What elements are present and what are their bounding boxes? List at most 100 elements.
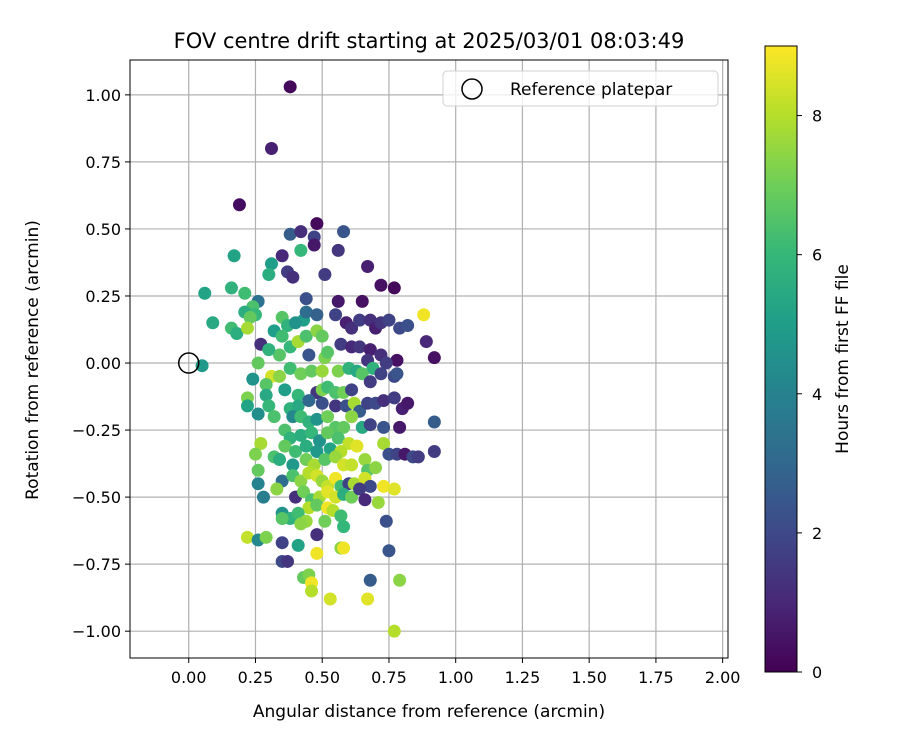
- data-point: [251, 477, 265, 491]
- data-point: [251, 463, 265, 477]
- y-axis-label: Rotation from reference (arcmin): [23, 220, 43, 500]
- colorbar-label: Hours from first FF file: [833, 264, 853, 454]
- data-point: [411, 450, 425, 464]
- data-point: [427, 415, 441, 429]
- data-point: [363, 573, 377, 587]
- data-point: [345, 410, 359, 424]
- data-point: [254, 436, 268, 450]
- x-tick-label: 0.50: [304, 668, 340, 687]
- data-point: [267, 410, 281, 424]
- data-point: [297, 485, 311, 499]
- data-point: [299, 329, 313, 343]
- data-point: [283, 227, 297, 241]
- x-axis-ticks: 0.00 0.25 0.50 0.75 1.00 1.25 1.50 1.75 2.00: [171, 658, 741, 687]
- data-point: [299, 292, 313, 306]
- data-point: [361, 259, 375, 273]
- data-point: [382, 313, 396, 327]
- data-point: [273, 369, 286, 383]
- data-point: [291, 388, 305, 402]
- data-point: [256, 490, 270, 504]
- y-tick-label: 1.00: [85, 86, 121, 105]
- data-point: [374, 278, 388, 292]
- data-point: [315, 329, 329, 343]
- data-point: [419, 335, 433, 349]
- data-point: [264, 141, 278, 155]
- data-point: [318, 268, 332, 282]
- data-point: [350, 439, 364, 453]
- data-point: [377, 394, 391, 408]
- y-tick-label: −0.25: [72, 421, 121, 440]
- data-point: [251, 356, 265, 370]
- data-point: [262, 399, 276, 413]
- y-tick-label: −0.75: [72, 555, 121, 574]
- data-point: [329, 450, 343, 464]
- x-axis-label: Angular distance from reference (arcmin): [253, 702, 605, 722]
- data-point: [224, 281, 238, 295]
- data-point: [315, 364, 329, 378]
- data-point: [337, 420, 351, 434]
- data-point: [387, 624, 401, 638]
- data-point: [321, 410, 335, 424]
- data-point: [305, 364, 319, 378]
- colorbar-tick-label: 0: [812, 663, 822, 682]
- data-point: [275, 512, 289, 526]
- data-point: [243, 310, 257, 324]
- data-point: [195, 359, 209, 373]
- data-point: [379, 356, 393, 370]
- data-point: [345, 490, 359, 504]
- y-tick-label: −1.00: [72, 622, 121, 641]
- data-point: [238, 286, 252, 300]
- data-point: [270, 482, 284, 496]
- x-tick-label: 1.50: [571, 668, 607, 687]
- legend: Reference platepar: [442, 70, 719, 107]
- colorbar-tick-label: 8: [812, 107, 822, 126]
- data-point: [264, 257, 278, 271]
- data-point: [337, 225, 351, 239]
- y-tick-label: 0.75: [85, 153, 121, 172]
- data-point: [387, 391, 401, 405]
- data-point: [331, 431, 345, 445]
- data-point: [248, 447, 262, 461]
- data-point: [374, 367, 388, 381]
- data-point: [273, 348, 286, 362]
- data-point: [390, 367, 404, 381]
- data-point: [369, 461, 383, 475]
- data-point: [427, 351, 441, 365]
- data-point: [318, 453, 332, 467]
- data-point: [310, 528, 324, 542]
- data-point: [198, 286, 212, 300]
- colorbar-tick-label: 4: [812, 385, 822, 404]
- data-point: [294, 225, 308, 239]
- y-tick-label: 0.25: [85, 287, 121, 306]
- data-point: [289, 316, 303, 330]
- scatter-points: [195, 80, 441, 638]
- data-point: [246, 372, 260, 386]
- colorbar-gradient: [764, 45, 798, 673]
- data-point: [393, 573, 407, 587]
- x-tick-label: 2.00: [705, 668, 741, 687]
- data-point: [345, 458, 359, 472]
- x-tick-label: 1.75: [638, 668, 674, 687]
- data-point: [273, 453, 286, 467]
- data-point: [334, 509, 348, 523]
- data-point: [353, 340, 367, 354]
- data-point: [307, 238, 321, 252]
- data-point: [275, 536, 289, 550]
- data-point: [363, 343, 377, 357]
- data-point: [390, 353, 404, 367]
- data-point: [345, 383, 359, 397]
- data-point: [294, 474, 308, 488]
- y-tick-label: −0.50: [72, 488, 121, 507]
- data-point: [283, 80, 297, 94]
- data-point: [358, 453, 372, 467]
- data-point: [355, 294, 369, 308]
- data-point: [315, 396, 329, 410]
- data-point: [377, 479, 391, 493]
- data-point: [401, 396, 415, 410]
- data-point: [345, 321, 359, 335]
- data-point: [371, 495, 385, 509]
- grid-lines: [130, 60, 728, 658]
- data-point: [417, 308, 431, 322]
- data-point: [323, 592, 337, 606]
- data-point: [321, 426, 335, 440]
